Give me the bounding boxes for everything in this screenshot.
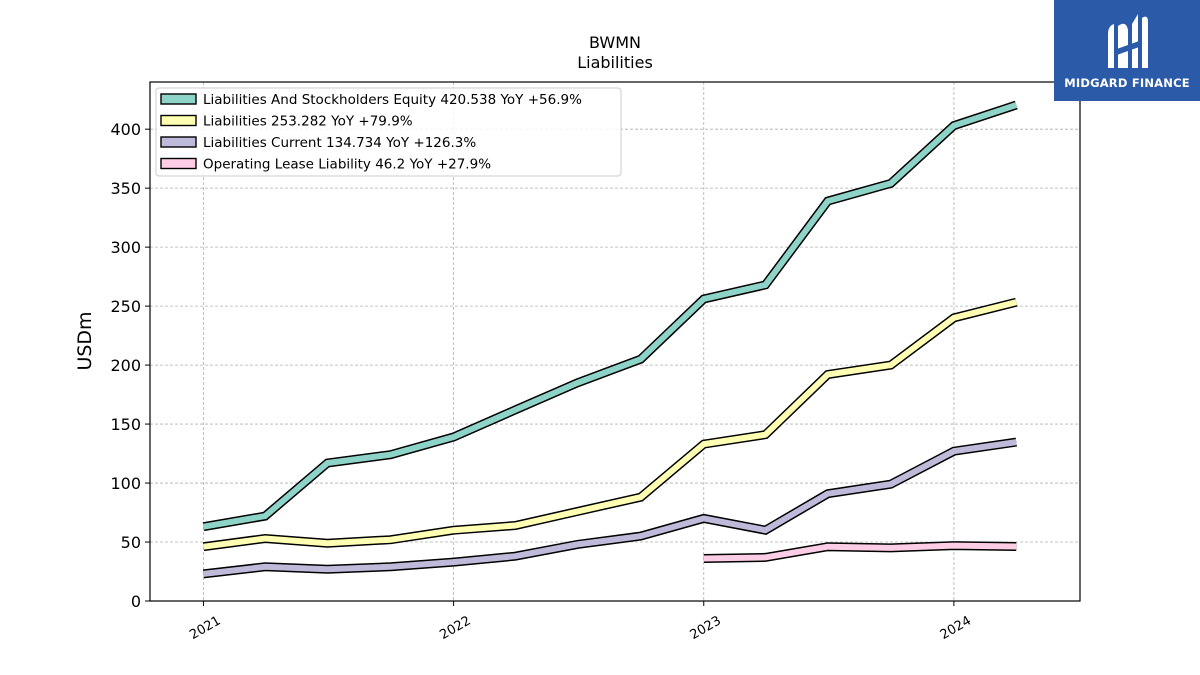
legend-entry: Liabilities Current 134.734 YoY +126.3% bbox=[203, 135, 476, 151]
y-tick-label: 250 bbox=[110, 297, 141, 316]
series-line bbox=[703, 541, 1017, 563]
y-tick-label: 350 bbox=[110, 179, 141, 198]
logo-text: MIDGARD FINANCE bbox=[1064, 76, 1190, 90]
y-tick-label: 50 bbox=[121, 533, 141, 552]
legend-entry: Liabilities And Stockholders Equity 420.… bbox=[203, 92, 582, 108]
legend-entry: Liabilities 253.282 YoY +79.9% bbox=[203, 114, 413, 130]
legend-swatch bbox=[160, 93, 197, 105]
chart-title: BWMN bbox=[589, 33, 641, 52]
legend-entry: Operating Lease Liability 46.2 YoY +27.9… bbox=[203, 157, 491, 173]
y-tick-label: 200 bbox=[110, 356, 141, 375]
y-tick-label: 150 bbox=[110, 415, 141, 434]
x-tick-label: 2023 bbox=[688, 613, 724, 643]
y-tick-label: 400 bbox=[110, 120, 141, 139]
legend-swatch bbox=[160, 157, 197, 170]
x-tick-label: 2024 bbox=[938, 613, 974, 643]
series-line bbox=[202, 100, 1018, 532]
y-tick-label: 100 bbox=[110, 474, 141, 493]
legend-swatch bbox=[160, 136, 197, 148]
chart-subtitle: Liabilities bbox=[577, 53, 653, 72]
legend: Liabilities And Stockholders Equity 420.… bbox=[155, 87, 622, 177]
x-tick-label: 2022 bbox=[437, 613, 473, 643]
midgard-logo-icon bbox=[1108, 14, 1148, 69]
x-tick-label: 2021 bbox=[187, 613, 223, 643]
series-line bbox=[202, 297, 1018, 552]
y-tick-label: 0 bbox=[131, 592, 141, 611]
legend-frame bbox=[155, 87, 622, 177]
y-axis-label: USDm bbox=[74, 311, 96, 370]
midgard-finance-logo: MIDGARD FINANCE bbox=[1054, 0, 1200, 101]
series-lines bbox=[202, 100, 1018, 579]
legend-swatch bbox=[160, 114, 197, 127]
plot-frame bbox=[149, 81, 1081, 602]
y-tick-label: 300 bbox=[110, 238, 141, 257]
series-line bbox=[202, 437, 1017, 579]
